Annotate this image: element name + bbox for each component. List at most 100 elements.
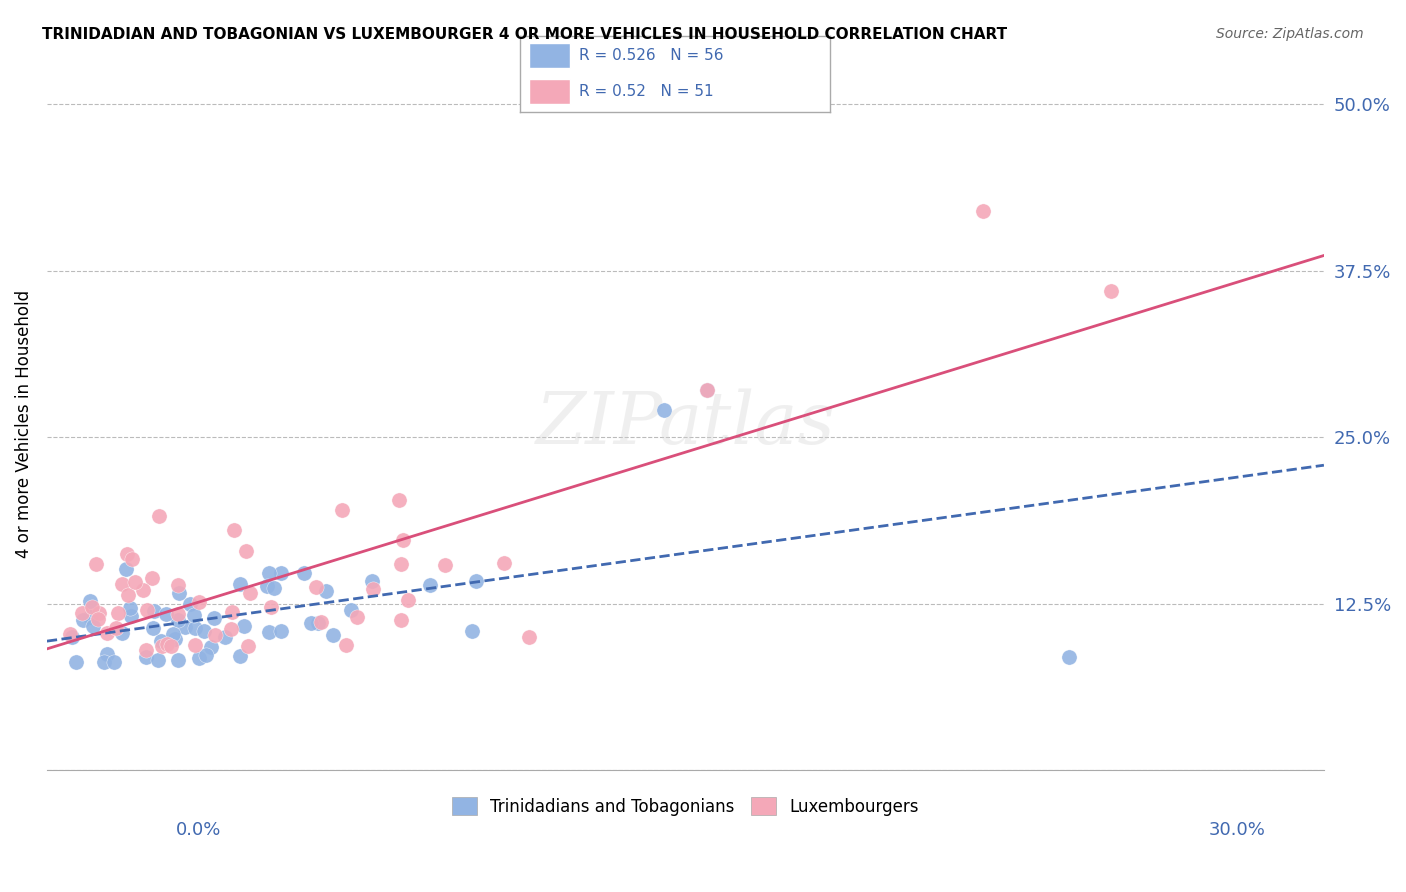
Point: [200, 640, 222, 654]
Point: [184, 638, 207, 652]
Point: [361, 574, 384, 588]
Point: [111, 577, 134, 591]
Point: [309, 615, 332, 629]
Point: [239, 586, 262, 600]
Point: [149, 633, 172, 648]
Point: [167, 586, 190, 600]
Point: [1099, 284, 1122, 298]
Point: [120, 608, 142, 623]
Point: [117, 588, 139, 602]
Point: [188, 595, 211, 609]
Point: [105, 621, 128, 635]
Point: [433, 558, 456, 572]
Point: [167, 613, 190, 627]
Point: [142, 621, 165, 635]
Point: [184, 621, 207, 635]
Point: [174, 620, 197, 634]
Point: [82, 599, 104, 614]
Point: [60, 630, 83, 644]
Point: [132, 582, 155, 597]
Point: [392, 533, 415, 547]
Point: [146, 653, 169, 667]
Point: [263, 581, 285, 595]
Point: [193, 624, 215, 639]
Bar: [530, 43, 569, 68]
Point: [118, 600, 141, 615]
Point: [65, 655, 87, 669]
Point: [361, 582, 384, 597]
Point: [389, 557, 412, 571]
Point: [59, 627, 82, 641]
Text: Source: ZipAtlas.com: Source: ZipAtlas.com: [1216, 27, 1364, 41]
Point: [332, 503, 354, 517]
Point: [219, 622, 242, 636]
Point: [79, 610, 101, 624]
Point: [96, 648, 118, 662]
Legend: Trinidadians and Tobagonians, Luxembourgers: Trinidadians and Tobagonians, Luxembourg…: [443, 789, 928, 824]
Point: [335, 639, 357, 653]
Point: [202, 611, 225, 625]
Point: [204, 628, 226, 642]
Text: 30.0%: 30.0%: [1209, 821, 1265, 838]
Point: [82, 619, 104, 633]
Point: [221, 606, 243, 620]
Point: [148, 509, 170, 524]
Point: [155, 607, 177, 621]
Text: 0.0%: 0.0%: [176, 821, 221, 838]
Point: [111, 626, 134, 640]
Point: [301, 615, 323, 630]
Point: [517, 631, 540, 645]
Point: [346, 610, 368, 624]
Point: [167, 607, 190, 621]
Point: [322, 628, 344, 642]
Point: [461, 624, 484, 638]
Point: [72, 613, 94, 627]
Point: [167, 653, 190, 667]
Point: [115, 562, 138, 576]
Point: [972, 203, 994, 218]
Point: [305, 580, 328, 594]
Point: [70, 606, 93, 620]
Point: [256, 579, 278, 593]
Point: [214, 630, 236, 644]
Point: [103, 655, 125, 669]
Point: [465, 574, 488, 588]
Point: [96, 625, 118, 640]
Point: [233, 619, 256, 633]
Point: [260, 600, 283, 615]
Point: [1057, 649, 1080, 664]
Point: [494, 556, 516, 570]
Point: [115, 547, 138, 561]
Point: [340, 602, 363, 616]
Point: [259, 566, 281, 580]
Point: [155, 636, 177, 650]
Point: [235, 544, 257, 558]
Text: R = 0.526   N = 56: R = 0.526 N = 56: [579, 48, 724, 63]
Point: [79, 594, 101, 608]
Point: [292, 566, 315, 580]
Point: [307, 615, 329, 630]
Point: [419, 577, 441, 591]
Point: [389, 613, 412, 627]
Point: [696, 384, 718, 398]
Text: ZIPatlas: ZIPatlas: [536, 388, 835, 459]
Point: [179, 597, 201, 611]
Point: [183, 607, 205, 622]
Point: [141, 571, 163, 585]
Text: TRINIDADIAN AND TOBAGONIAN VS LUXEMBOURGER 4 OR MORE VEHICLES IN HOUSEHOLD CORRE: TRINIDADIAN AND TOBAGONIAN VS LUXEMBOURG…: [42, 27, 1007, 42]
Y-axis label: 4 or more Vehicles in Household: 4 or more Vehicles in Household: [15, 290, 32, 558]
Point: [270, 624, 292, 639]
Point: [84, 557, 107, 571]
Point: [124, 574, 146, 589]
Point: [388, 492, 411, 507]
Point: [162, 626, 184, 640]
Point: [107, 606, 129, 620]
Point: [167, 578, 190, 592]
Point: [228, 649, 250, 664]
Point: [135, 643, 157, 657]
Point: [188, 651, 211, 665]
Point: [121, 552, 143, 566]
Bar: [530, 78, 569, 104]
Point: [229, 576, 252, 591]
Point: [315, 583, 337, 598]
